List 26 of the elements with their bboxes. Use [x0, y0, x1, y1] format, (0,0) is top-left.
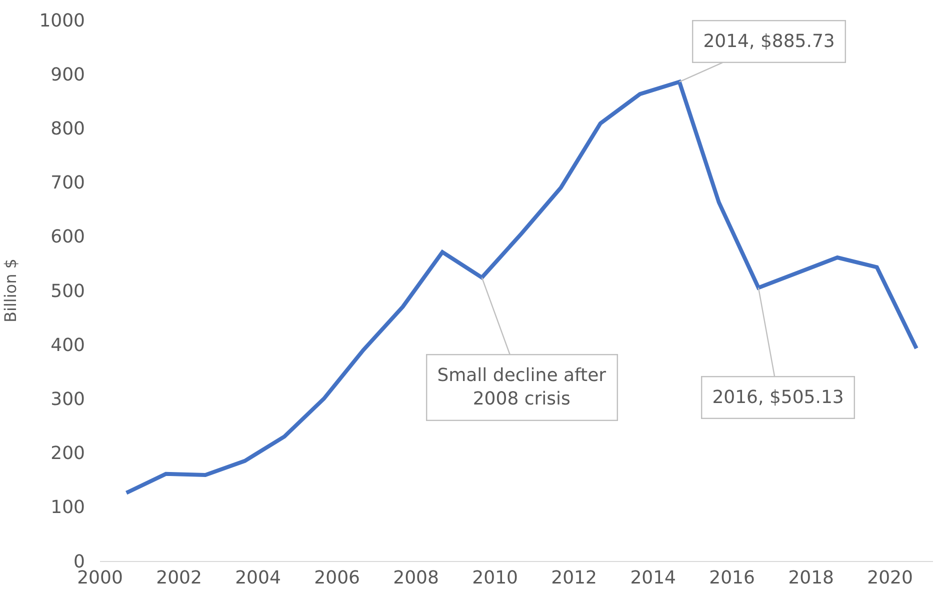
line-series: [124, 80, 918, 495]
x-tick-label: 2004: [235, 568, 281, 589]
annotation: 2014, $885.73: [703, 31, 835, 52]
x-tick-label: 2010: [472, 568, 518, 589]
x-tick-label: 2016: [709, 568, 755, 589]
x-tick-label: 2014: [630, 568, 676, 589]
x-tick-label: 2006: [314, 568, 360, 589]
annotation: 2016, $505.13: [712, 387, 844, 408]
y-tick-label: 900: [50, 64, 85, 86]
x-tick-label: 2008: [393, 568, 439, 589]
y-tick-label: 100: [50, 497, 85, 518]
y-tick-label: 1000: [39, 10, 85, 32]
y-tick-label: 700: [50, 172, 85, 194]
y-tick-label: 200: [50, 443, 85, 464]
annotation: Small decline after 2008 crisis: [437, 365, 607, 410]
x-tick-label: 2000: [77, 568, 123, 589]
y-axis-title: Billion $: [1, 258, 20, 322]
x-tick-label: 2012: [551, 568, 597, 589]
x-tick-label: 2002: [156, 568, 202, 589]
x-tick-label: 2020: [867, 568, 913, 589]
x-tick-label: 2018: [788, 568, 834, 589]
y-tick-label: 300: [50, 389, 85, 410]
y-tick-label: 600: [50, 226, 85, 248]
y-tick-label: 500: [50, 280, 85, 302]
y-tick-label: 800: [50, 118, 85, 140]
y-tick-label: 400: [50, 334, 85, 356]
